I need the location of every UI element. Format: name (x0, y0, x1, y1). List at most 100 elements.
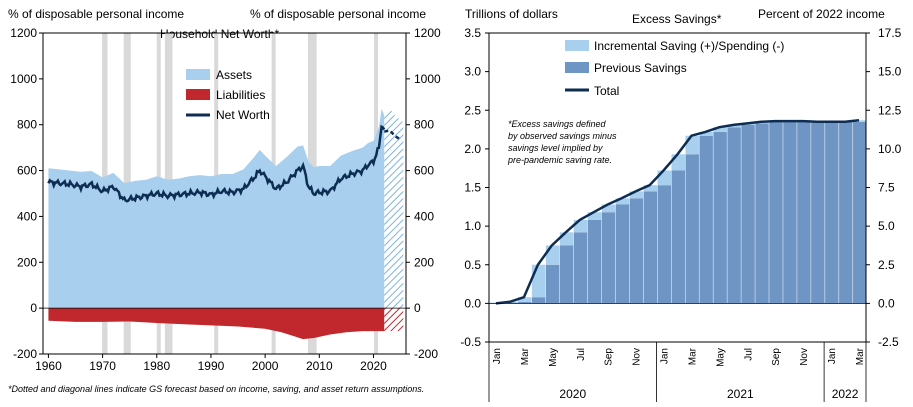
x-year-label: 2022 (832, 387, 859, 401)
liabilities-area (48, 308, 385, 340)
y-tick-label-right: 600 (414, 164, 434, 178)
previous-savings-bar (797, 121, 811, 304)
previous-savings-bar (811, 121, 825, 304)
y-tick-label-right: 5.0 (878, 219, 895, 233)
x-month-label: Sep (771, 348, 782, 366)
chart-title: Excess Savings* (632, 12, 722, 26)
y-tick-label-left: 400 (17, 209, 37, 223)
y-tick-label-left: 200 (17, 255, 37, 269)
x-tick-label: 2000 (252, 359, 279, 373)
x-tick-label: 1980 (143, 359, 170, 373)
y-tick-label-right: 0 (414, 301, 421, 315)
legend-label-total: Total (594, 84, 619, 98)
y-tick-label-left: 800 (17, 118, 37, 132)
previous-savings-bar (671, 170, 685, 304)
plot-frame (42, 32, 407, 355)
previous-savings-bar (741, 124, 755, 304)
incremental-saving-bar (699, 131, 713, 136)
incremental-saving-bar (615, 198, 630, 205)
incremental-saving-bar (629, 191, 644, 199)
y-tick-label-left: 2.0 (464, 142, 481, 156)
annotation-line-4: pre-pandemic saving rate. (507, 155, 612, 165)
chart-title: Household Net Worth* (160, 27, 280, 41)
incremental-saving-bar (727, 124, 741, 128)
y-tick-label-right: 17.5 (878, 26, 902, 40)
x-tick-label: 2010 (306, 359, 333, 373)
y-tick-label-left: 600 (17, 164, 37, 178)
assets-forecast-area (384, 108, 404, 309)
incremental-saving-bar (601, 204, 616, 213)
legend-swatch-assets (186, 69, 210, 80)
incremental-saving-bar (657, 170, 672, 186)
annotation-line-1: *Excess savings defined (508, 119, 607, 129)
right-ylabel: Percent of 2022 income (758, 7, 885, 21)
assets-area (48, 108, 385, 309)
liabilities-forecast-area (384, 308, 404, 332)
x-month-label: Mar (687, 347, 698, 365)
line-series (47, 124, 402, 203)
previous-savings-bar (727, 127, 741, 304)
net-worth-forecast-line (384, 129, 402, 141)
y-tick-label-left: 3.0 (464, 65, 481, 79)
x-month-label: May (715, 348, 726, 367)
y-tick-label-right: 200 (414, 255, 434, 269)
y-tick-label-right: 7.5 (878, 181, 895, 195)
previous-savings-bar (545, 264, 560, 304)
y-tick-label-left: 1.0 (464, 219, 481, 233)
legend-swatch-previous (565, 62, 589, 73)
x-month-label: Nov (799, 348, 810, 366)
x-month-label: May (548, 348, 559, 367)
x-month-label: Jan (827, 348, 838, 364)
incremental-saving-bar (545, 245, 560, 265)
y-tick-label-left: 0.0 (464, 296, 481, 310)
incremental-saving-bar (685, 135, 699, 155)
previous-savings-bar (587, 219, 602, 304)
y-tick-label-left: 0.5 (464, 258, 481, 272)
y-tick-label-left: 1.5 (464, 181, 481, 195)
annotation-line-2: by observed savings minus (508, 131, 617, 141)
y-tick-label-right: 1200 (414, 26, 441, 40)
area-series (48, 108, 404, 340)
y-tick-label-left: 1000 (10, 72, 37, 86)
previous-savings-bar (657, 185, 672, 304)
previous-savings-bar (769, 121, 783, 304)
x-year-label: 2020 (559, 387, 586, 401)
left-ylabel: Trillions of dollars (465, 7, 558, 21)
x-tick-label: 2020 (360, 359, 387, 373)
x-month-label: Jul (743, 348, 754, 361)
legend-label-previous: Previous Savings (594, 61, 687, 75)
incremental-saving-bar (559, 232, 574, 246)
previous-savings-bar (517, 301, 532, 304)
x-month-label: Jan (660, 348, 671, 364)
y-tick-label-left: 2.5 (464, 103, 481, 117)
net-worth-line (47, 124, 386, 203)
previous-savings-bar (839, 121, 853, 304)
axes: -200 -200 0 0 200 200 400 400 600 600 800 800 1000 10… (10, 26, 441, 373)
legend-label-net-worth: Net Worth (216, 108, 270, 122)
footnote: *Dotted and diagonal lines indicate GS f… (8, 384, 424, 394)
previous-savings-bar (601, 212, 616, 304)
y-tick-label-right: 800 (414, 118, 434, 132)
line-series (495, 119, 860, 305)
y-tick-label-right: 0.0 (878, 296, 895, 310)
previous-savings-bar (825, 121, 839, 304)
y-tick-label-right: 15.0 (878, 65, 902, 79)
annotation: *Excess savings defined by observed savi… (507, 119, 617, 165)
previous-savings-bar (685, 154, 699, 304)
legend: Incremental Saving (+)/Spending (-) Prev… (565, 39, 784, 98)
incremental-saving-bar (531, 264, 546, 298)
x-month-label: Mar (855, 347, 866, 365)
y-tick-label-left: -0.5 (460, 335, 481, 349)
annotation-line-3: savings level implied by (508, 143, 603, 153)
y-tick-label-right: 12.5 (878, 103, 902, 117)
x-month-label: Jan (492, 348, 503, 364)
incremental-saving-bar (713, 127, 727, 132)
previous-savings-bar (783, 121, 797, 304)
axes: -0.5 -2.5 0.0 0.0 0.5 2.5 1.0 5.0 1.5 7.5 2.0 10.0 2… (460, 26, 902, 402)
y-tick-label-right: -2.5 (878, 335, 899, 349)
previous-savings-bar (531, 297, 546, 304)
previous-savings-bar (713, 131, 727, 304)
y-tick-label-left: -200 (13, 347, 37, 361)
previous-savings-bar (699, 135, 713, 304)
right-ylabel: % of disposable personal income (250, 7, 426, 21)
